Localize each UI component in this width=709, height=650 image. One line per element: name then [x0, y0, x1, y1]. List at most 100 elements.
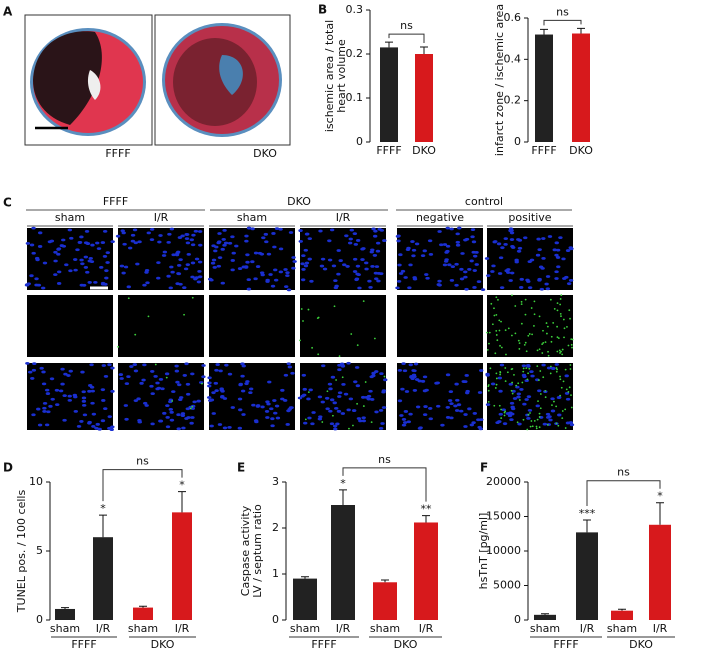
nucleus [271, 232, 276, 235]
nucleus [266, 252, 272, 256]
tunel-signal [539, 407, 542, 410]
nucleus [238, 383, 243, 387]
nucleus [178, 396, 184, 399]
micrograph [206, 362, 295, 430]
group-header: DKO [287, 195, 311, 208]
nucleus [184, 237, 190, 241]
nucleus [178, 258, 183, 262]
nucleus [555, 248, 561, 252]
nucleus [130, 233, 136, 237]
nucleus [217, 232, 222, 235]
panel-letter: D [3, 461, 13, 475]
nucleus [93, 281, 98, 284]
tunel-signal [521, 381, 524, 384]
nucleus [37, 245, 43, 248]
nucleus [406, 246, 411, 250]
nucleus [62, 418, 67, 422]
nucleus [41, 370, 46, 374]
nucleus [527, 409, 533, 412]
nucleus [29, 243, 35, 247]
nucleus [273, 411, 278, 415]
nucleus [197, 275, 203, 279]
tunel-signal [561, 348, 564, 351]
nucleus [175, 380, 180, 384]
tunel-signal [350, 333, 353, 335]
nucleus [376, 279, 381, 283]
condition-header: positive [508, 211, 551, 224]
nucleus [67, 228, 73, 232]
nucleus [201, 375, 206, 379]
nucleus [162, 411, 167, 415]
y-axis-label: Caspase activity [239, 505, 252, 596]
tunel-signal [189, 407, 192, 410]
tunel-signal [518, 399, 521, 401]
nucleus [340, 364, 346, 368]
group-header: FFFF [103, 195, 128, 208]
nucleus [556, 396, 562, 399]
micrograph [27, 295, 113, 357]
nucleus [346, 361, 351, 365]
nucleus [415, 405, 421, 409]
nucleus [502, 422, 508, 426]
nucleus [32, 362, 37, 366]
tunel-signal [538, 416, 541, 418]
tunel-signal [510, 389, 513, 392]
nucleus [169, 265, 174, 269]
nucleus [518, 286, 524, 289]
condition-header: sham [55, 211, 85, 224]
nucleus [137, 240, 142, 244]
nucleus [556, 265, 561, 269]
tunel-signal [486, 331, 488, 334]
nucleus [201, 364, 206, 367]
nucleus [472, 254, 478, 258]
nucleus [526, 416, 531, 420]
nucleus [157, 240, 162, 244]
nucleus [470, 235, 475, 239]
nucleus [370, 264, 375, 268]
nucleus [411, 369, 416, 372]
tunel-signal [487, 400, 490, 403]
nucleus [568, 278, 574, 282]
nucleus [208, 399, 213, 402]
tunel-signal [569, 317, 571, 320]
nucleus [42, 410, 47, 413]
tunel-signal [511, 334, 513, 337]
nucleus [372, 234, 378, 238]
micrograph [25, 362, 115, 432]
nucleus [250, 260, 255, 264]
nucleus [535, 253, 541, 257]
nucleus [564, 374, 569, 378]
nucleus [379, 372, 384, 376]
nucleus [397, 368, 403, 372]
nucleus [499, 286, 505, 290]
micrograph-bg [300, 295, 386, 357]
nucleus [211, 244, 216, 248]
nucleus [403, 410, 409, 413]
nucleus [182, 286, 187, 290]
nucleus [545, 287, 551, 291]
nucleus [540, 266, 545, 270]
nucleus [541, 363, 546, 367]
condition-header: I/R [154, 211, 169, 224]
x-tick-label: sham [50, 622, 80, 635]
nucleus [240, 374, 245, 378]
tunel-signal [526, 378, 529, 381]
tunel-signal [127, 297, 130, 300]
nucleus [261, 236, 266, 240]
nucleus [450, 265, 456, 269]
nucleus [471, 421, 476, 425]
tunel-signal [490, 302, 493, 305]
tunel-signal [529, 412, 531, 414]
tunel-signal [486, 348, 489, 351]
nucleus [336, 409, 342, 413]
nucleus [369, 250, 374, 254]
nucleus [79, 420, 84, 423]
nucleus [454, 283, 459, 287]
nucleus [180, 412, 186, 415]
bar [534, 614, 556, 620]
nucleus [251, 403, 256, 407]
tunel-signal [191, 296, 194, 299]
tunel-signal [511, 381, 514, 384]
tunel-signal [557, 424, 560, 427]
nucleus [332, 401, 337, 405]
